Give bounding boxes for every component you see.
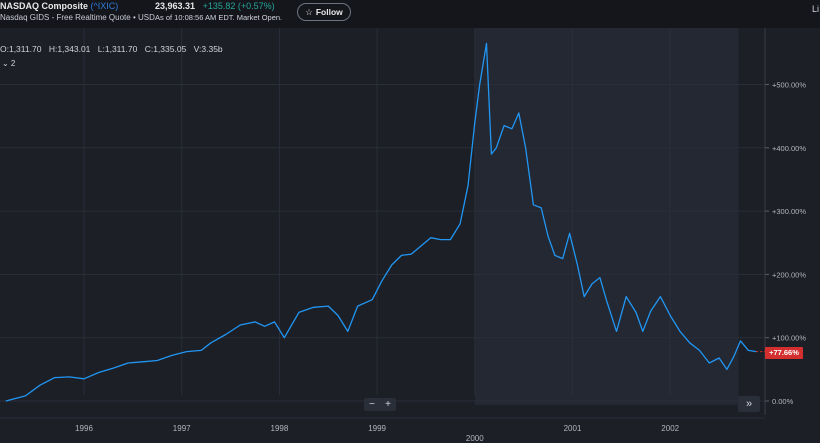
market-status: As of 10:08:56 AM EDT. Market Open. <box>155 13 283 22</box>
change-value: +135.82 <box>202 1 236 11</box>
y-tick-label: +100.00% <box>772 334 806 343</box>
change-percent: (+0.57%) <box>237 1 275 11</box>
last-value-badge: +77.66% <box>765 347 803 359</box>
x-tick-label: 2000 <box>466 434 484 443</box>
zoom-in-button[interactable]: + <box>385 399 391 410</box>
open-value: O:1,311.70 <box>0 44 42 54</box>
y-tick-label: +300.00% <box>772 207 806 216</box>
index-title: NASDAQ Composite (^IXIC) <box>0 1 118 11</box>
indicator-collapse-button[interactable]: ⌄ 2 <box>2 59 16 68</box>
high-value: H:1,343.01 <box>48 44 91 54</box>
y-tick-label: +500.00% <box>772 81 806 90</box>
x-tick-label: 1999 <box>368 424 386 433</box>
zoom-out-button[interactable]: − <box>369 399 375 410</box>
scroll-to-latest-button[interactable]: » <box>738 396 760 412</box>
quote-price-block: 23,963.31 +135.82 (+0.57%) <box>155 1 275 11</box>
x-tick-label: 2001 <box>564 424 582 433</box>
truncated-nav-label[interactable]: Li <box>812 4 820 14</box>
x-tick-label: 1996 <box>75 424 93 433</box>
price-chart[interactable]: 0.00% +100.00% +200.00% +300.00% +400.00% +50… <box>0 28 820 443</box>
low-value: L:1,311.70 <box>97 44 138 54</box>
x-tick-label: 1998 <box>271 424 289 433</box>
price-change: +135.82 (+0.57%) <box>203 1 275 11</box>
highlight-range <box>474 28 739 405</box>
x-tick-label: 1997 <box>173 424 191 433</box>
price-line <box>5 42 757 402</box>
index-name: NASDAQ Composite <box>0 1 89 11</box>
y-tick-label: +200.00% <box>772 270 806 279</box>
volume-value: V:3.35b <box>193 44 223 54</box>
index-symbol: (^IXIC) <box>90 1 119 11</box>
last-price: 23,963.31 <box>155 1 196 11</box>
follow-label: Follow <box>315 7 343 17</box>
x-tick-label: 2002 <box>661 424 679 433</box>
quote-header: NASDAQ Composite (^IXIC) Nasdaq GIDS - F… <box>0 0 820 28</box>
zoom-controls: − + <box>364 398 396 411</box>
close-value: C:1,335.05 <box>144 44 187 54</box>
follow-button[interactable]: ☆ Follow <box>297 3 351 21</box>
y-tick-label: +400.00% <box>772 144 806 153</box>
ohlc-legend: O:1,311.70 H:1,343.01 L:1,311.70 C:1,335… <box>0 44 228 54</box>
y-tick-label: 0.00% <box>772 397 794 406</box>
quote-source: Nasdaq GIDS - Free Realtime Quote • USD <box>0 13 155 22</box>
star-icon: ☆ <box>305 7 313 17</box>
